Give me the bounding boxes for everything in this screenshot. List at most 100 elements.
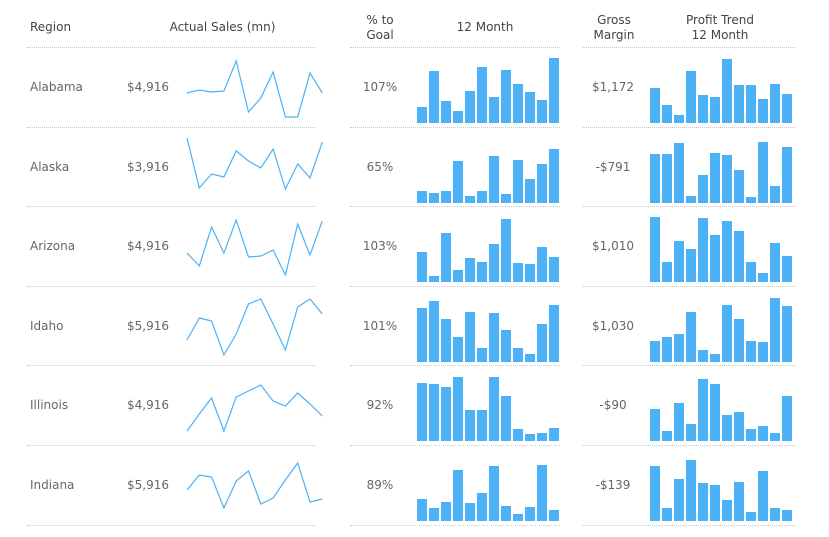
bar <box>453 111 463 123</box>
bar <box>453 470 463 521</box>
bar <box>770 185 780 203</box>
bar <box>758 341 768 362</box>
bar <box>525 507 535 521</box>
region-name: Alabama <box>30 80 83 94</box>
header-actual-sales: Actual Sales (mn) <box>169 20 276 34</box>
bar <box>465 258 475 283</box>
bar <box>429 276 439 283</box>
bar <box>429 71 439 123</box>
sparkline-path <box>186 298 323 357</box>
divider <box>27 126 315 128</box>
bar <box>501 219 511 283</box>
bar <box>453 270 463 283</box>
bar <box>710 353 720 362</box>
bar <box>537 465 547 521</box>
bar <box>650 153 660 203</box>
bar <box>746 262 756 283</box>
gross-margin-value: $1,172 <box>592 80 634 94</box>
actual-sales-value: $4,916 <box>127 398 169 413</box>
bar <box>465 410 475 442</box>
month12-bar-chart <box>417 300 559 362</box>
bar <box>501 506 511 521</box>
divider <box>350 524 560 526</box>
bar <box>662 508 672 521</box>
bar <box>549 257 559 283</box>
bar <box>662 105 672 123</box>
bar <box>650 217 660 283</box>
divider <box>350 206 560 208</box>
bar <box>537 247 547 283</box>
sales-sparkline <box>186 461 323 510</box>
sparkline-path <box>186 218 323 277</box>
bar <box>513 84 523 123</box>
bar <box>465 91 475 123</box>
sales-sparkline <box>186 218 323 277</box>
bar <box>662 153 672 203</box>
bar <box>465 311 475 362</box>
month12-bar-chart <box>417 219 559 283</box>
bar <box>710 384 720 442</box>
divider <box>583 445 795 446</box>
bar <box>686 195 696 203</box>
gross-margin-value: $1,010 <box>592 239 634 254</box>
bar <box>746 196 756 203</box>
bar <box>441 101 451 123</box>
month12-bar-chart <box>417 377 559 442</box>
bar <box>417 190 427 203</box>
bar <box>477 262 487 283</box>
bar <box>489 377 499 442</box>
bar <box>501 396 511 442</box>
sparkline-path <box>186 461 323 510</box>
header-profit-line1: Profit Trend <box>686 13 754 27</box>
bar <box>674 241 684 283</box>
bar <box>674 479 684 521</box>
bar <box>477 493 487 521</box>
month12-bar-chart <box>417 58 559 123</box>
divider <box>583 365 795 367</box>
header-profit-line2: 12 Month <box>691 28 749 42</box>
bar <box>758 99 768 123</box>
sparkline-path <box>186 137 323 191</box>
bar <box>441 233 451 283</box>
region-name: Idaho <box>30 318 64 333</box>
bar <box>513 159 523 203</box>
divider <box>27 285 315 287</box>
profit-trend-bar-chart <box>650 379 792 442</box>
divider <box>27 524 315 526</box>
bar <box>525 353 535 362</box>
bar <box>489 244 499 283</box>
bar <box>710 235 720 283</box>
bar <box>698 483 708 521</box>
bar <box>513 263 523 283</box>
divider <box>27 365 315 367</box>
sales-sparkline <box>186 137 323 191</box>
bar <box>441 318 451 362</box>
bar <box>489 312 499 362</box>
bar <box>758 141 768 203</box>
divider <box>583 206 795 208</box>
bar <box>441 190 451 203</box>
bar <box>734 482 744 521</box>
profit-trend-bar-chart <box>650 297 792 362</box>
bar <box>734 169 744 203</box>
bar <box>722 154 732 203</box>
bar <box>686 249 696 283</box>
bar <box>746 512 756 521</box>
bar <box>722 304 732 362</box>
bar <box>686 460 696 521</box>
bar <box>429 300 439 362</box>
bar <box>489 466 499 521</box>
region-name: Alaska <box>30 159 70 174</box>
bar <box>710 97 720 123</box>
actual-sales-value: $4,916 <box>127 80 169 94</box>
month12-bar-chart <box>417 465 559 521</box>
bar <box>710 485 720 521</box>
bar <box>758 426 768 442</box>
bar <box>417 307 427 362</box>
divider <box>583 285 795 287</box>
bar <box>698 379 708 442</box>
bar <box>549 304 559 362</box>
bar <box>686 71 696 123</box>
sparkline-path <box>186 59 323 118</box>
pct-to-goal-value: 101% <box>362 318 398 333</box>
